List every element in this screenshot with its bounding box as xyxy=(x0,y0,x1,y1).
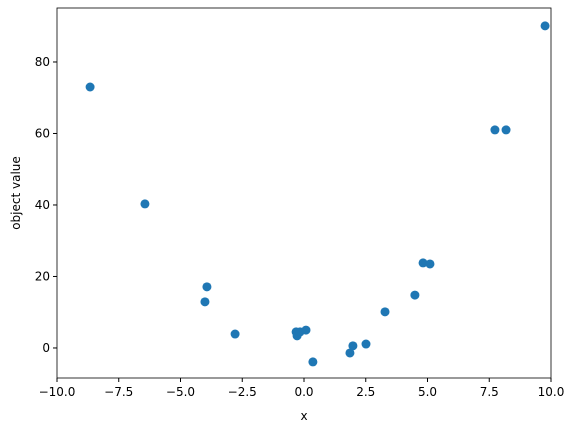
point xyxy=(501,125,511,135)
point xyxy=(202,282,212,292)
x-tick-label: −10.0 xyxy=(39,385,76,399)
point xyxy=(85,82,95,92)
x-tick-label: 0.0 xyxy=(294,385,313,399)
point xyxy=(200,297,210,307)
point xyxy=(348,341,358,351)
x-tick-label: −7.5 xyxy=(104,385,133,399)
plot-frame xyxy=(56,7,552,379)
point xyxy=(380,307,390,317)
point xyxy=(361,339,371,349)
x-tick-label: 10.0 xyxy=(538,385,565,399)
x-tick-label: 7.5 xyxy=(480,385,499,399)
point xyxy=(301,325,311,335)
y-axis-label: object value xyxy=(9,156,23,230)
y-tick-label: 80 xyxy=(35,55,50,69)
point xyxy=(308,357,318,367)
point xyxy=(140,199,150,209)
y-tick-label: 40 xyxy=(35,198,50,212)
y-tick-label: 20 xyxy=(35,269,50,283)
point xyxy=(425,259,435,269)
point xyxy=(418,258,428,268)
x-tick-label: −5.0 xyxy=(166,385,195,399)
point xyxy=(230,329,240,339)
point xyxy=(410,290,420,300)
y-tick-label: 0 xyxy=(42,341,50,355)
point xyxy=(345,348,355,358)
x-axis-label: x xyxy=(300,409,307,423)
x-tick-label: 2.5 xyxy=(356,385,375,399)
point xyxy=(540,21,550,31)
point xyxy=(490,125,500,135)
x-tick-label: −2.5 xyxy=(228,385,257,399)
x-tick-label: 5.0 xyxy=(418,385,437,399)
y-tick-label: 60 xyxy=(35,126,50,140)
